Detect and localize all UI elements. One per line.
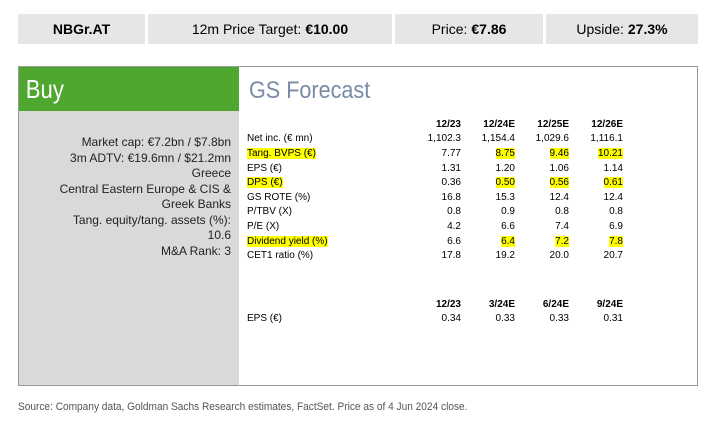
row-label: Tang. BVPS (€) [247, 147, 316, 159]
row-label: P/E (X) [247, 220, 280, 232]
cell: 0.8 [555, 206, 569, 218]
cell: 0.34 [441, 313, 461, 325]
cell: 1,116.1 [590, 133, 623, 145]
column-header: 12/23 [435, 118, 461, 130]
cell: 4.2 [447, 220, 461, 232]
row-label: EPS (€) [247, 313, 283, 325]
info-line: 3m ADTV: €19.6mn / $21.2mn [70, 150, 231, 165]
cell: 6.6 [447, 235, 461, 247]
column-header: 12/23 [435, 298, 461, 310]
upside-label: Upside: [576, 21, 624, 37]
row-label: CET1 ratio (%) [247, 250, 314, 262]
source-note: Source: Company data, Goldman Sachs Rese… [18, 401, 468, 413]
cell: 1,102.3 [427, 133, 461, 145]
info-line: Central Eastern Europe & CIS & [59, 181, 231, 196]
cell: 6.6 [501, 220, 515, 232]
upside-value: 27.3% [627, 21, 668, 37]
quarterly-forecast-table: 12/23 3/24E 6/24E 9/24E EPS (€) 0.34 0.3… [247, 297, 623, 326]
price-target-label: 12m Price Target: [191, 21, 302, 37]
info-line: Market cap: €7.2bn / $7.8bn [81, 135, 231, 149]
cell: 1.20 [495, 162, 515, 174]
cell: 16.8 [441, 191, 461, 203]
left-sidebar: Buy Market cap: €7.2bn / $7.8bn 3m ADTV:… [19, 67, 239, 385]
cell: 1.06 [549, 162, 569, 174]
cell: 7.77 [441, 147, 461, 159]
info-line: Greece [191, 166, 231, 180]
cell: 0.56 [549, 177, 569, 189]
cell: 1,154.4 [481, 133, 515, 145]
cell: 20.7 [603, 250, 623, 262]
annual-forecast-table: 12/23 12/24E 12/25E 12/26E Net inc. (€ m… [247, 117, 623, 263]
cell: 0.33 [549, 313, 569, 325]
cell: 19.2 [495, 250, 515, 262]
row-label: Dividend yield (%) [247, 235, 328, 247]
cell: 17.8 [441, 250, 461, 262]
table-row: Dividend yield (%) 6.6 6.4 7.2 7.8 [247, 234, 623, 249]
row-label: EPS (€) [247, 162, 283, 174]
header-bar: NBGr.AT 12m Price Target: €10.00 Price: … [18, 14, 698, 44]
cell: 0.8 [609, 206, 623, 218]
column-header: 9/24E [596, 298, 623, 310]
price: Price: €7.86 [395, 14, 543, 44]
cell: 12.4 [549, 191, 569, 203]
table-row: P/TBV (X) 0.8 0.9 0.8 0.8 [247, 205, 623, 220]
info-line: M&A Rank: 3 [160, 243, 231, 258]
cell: 0.61 [603, 177, 623, 189]
cell: 0.31 [603, 313, 623, 325]
cell: 9.46 [549, 147, 569, 159]
table-row: EPS (€) 0.34 0.33 0.33 0.31 [247, 312, 623, 327]
table-header-row: 12/23 3/24E 6/24E 9/24E [247, 297, 623, 312]
column-header: 12/25E [537, 118, 569, 130]
row-label: DPS (€) [247, 177, 283, 189]
upside: Upside: 27.3% [546, 14, 698, 44]
cell: 7.2 [555, 235, 569, 247]
price-target-value: €10.00 [305, 21, 349, 37]
info-line: Greek Banks [161, 197, 231, 211]
ticker: NBGr.AT [18, 14, 145, 44]
cell: 12.4 [603, 191, 623, 203]
row-label: Net inc. (€ mn) [247, 133, 313, 145]
cell: 0.9 [501, 206, 515, 218]
cell: 1.31 [441, 162, 461, 174]
cell: 7.8 [609, 235, 623, 247]
price-label: Price: [431, 21, 468, 37]
info-line: Tang. equity/tang. assets (%): [72, 212, 231, 227]
column-header: 12/26E [591, 118, 623, 130]
cell: 0.8 [447, 206, 461, 218]
row-label: GS ROTE (%) [247, 191, 311, 203]
cell: 10.21 [597, 147, 623, 159]
cell: 6.9 [609, 220, 623, 232]
company-info: Market cap: €7.2bn / $7.8bn 3m ADTV: €19… [26, 135, 231, 259]
table-row: EPS (€) 1.31 1.20 1.06 1.14 [247, 161, 623, 176]
table-row: Net inc. (€ mn) 1,102.3 1,154.4 1,029.6 … [247, 132, 623, 147]
column-header: 3/24E [488, 298, 515, 310]
rating-label: Buy [19, 67, 206, 111]
forecast-title: GS Forecast [249, 77, 371, 104]
cell: 1.14 [603, 162, 623, 174]
summary-panel: Buy Market cap: €7.2bn / $7.8bn 3m ADTV:… [18, 66, 698, 386]
column-header: 6/24E [542, 298, 569, 310]
price-value: €7.86 [471, 21, 507, 37]
info-line: 10.6 [207, 228, 231, 242]
cell: 1,029.6 [535, 133, 569, 145]
table-header-row: 12/23 12/24E 12/25E 12/26E [247, 117, 623, 132]
table-row: Tang. BVPS (€) 7.77 8.75 9.46 10.21 [247, 146, 623, 161]
row-label: P/TBV (X) [247, 206, 293, 218]
cell: 20.0 [549, 250, 569, 262]
cell: 0.36 [441, 177, 461, 189]
cell: 0.50 [495, 177, 515, 189]
cell: 8.75 [495, 147, 515, 159]
table-row: CET1 ratio (%) 17.8 19.2 20.0 20.7 [247, 248, 623, 263]
column-header: 12/24E [483, 118, 515, 130]
cell: 7.4 [555, 220, 569, 232]
table-row: DPS (€) 0.36 0.50 0.56 0.61 [247, 175, 623, 190]
cell: 0.33 [495, 313, 515, 325]
cell: 6.4 [501, 235, 515, 247]
price-target: 12m Price Target: €10.00 [148, 14, 392, 44]
table-row: P/E (X) 4.2 6.6 7.4 6.9 [247, 219, 623, 234]
table-row: GS ROTE (%) 16.8 15.3 12.4 12.4 [247, 190, 623, 205]
cell: 15.3 [495, 191, 515, 203]
